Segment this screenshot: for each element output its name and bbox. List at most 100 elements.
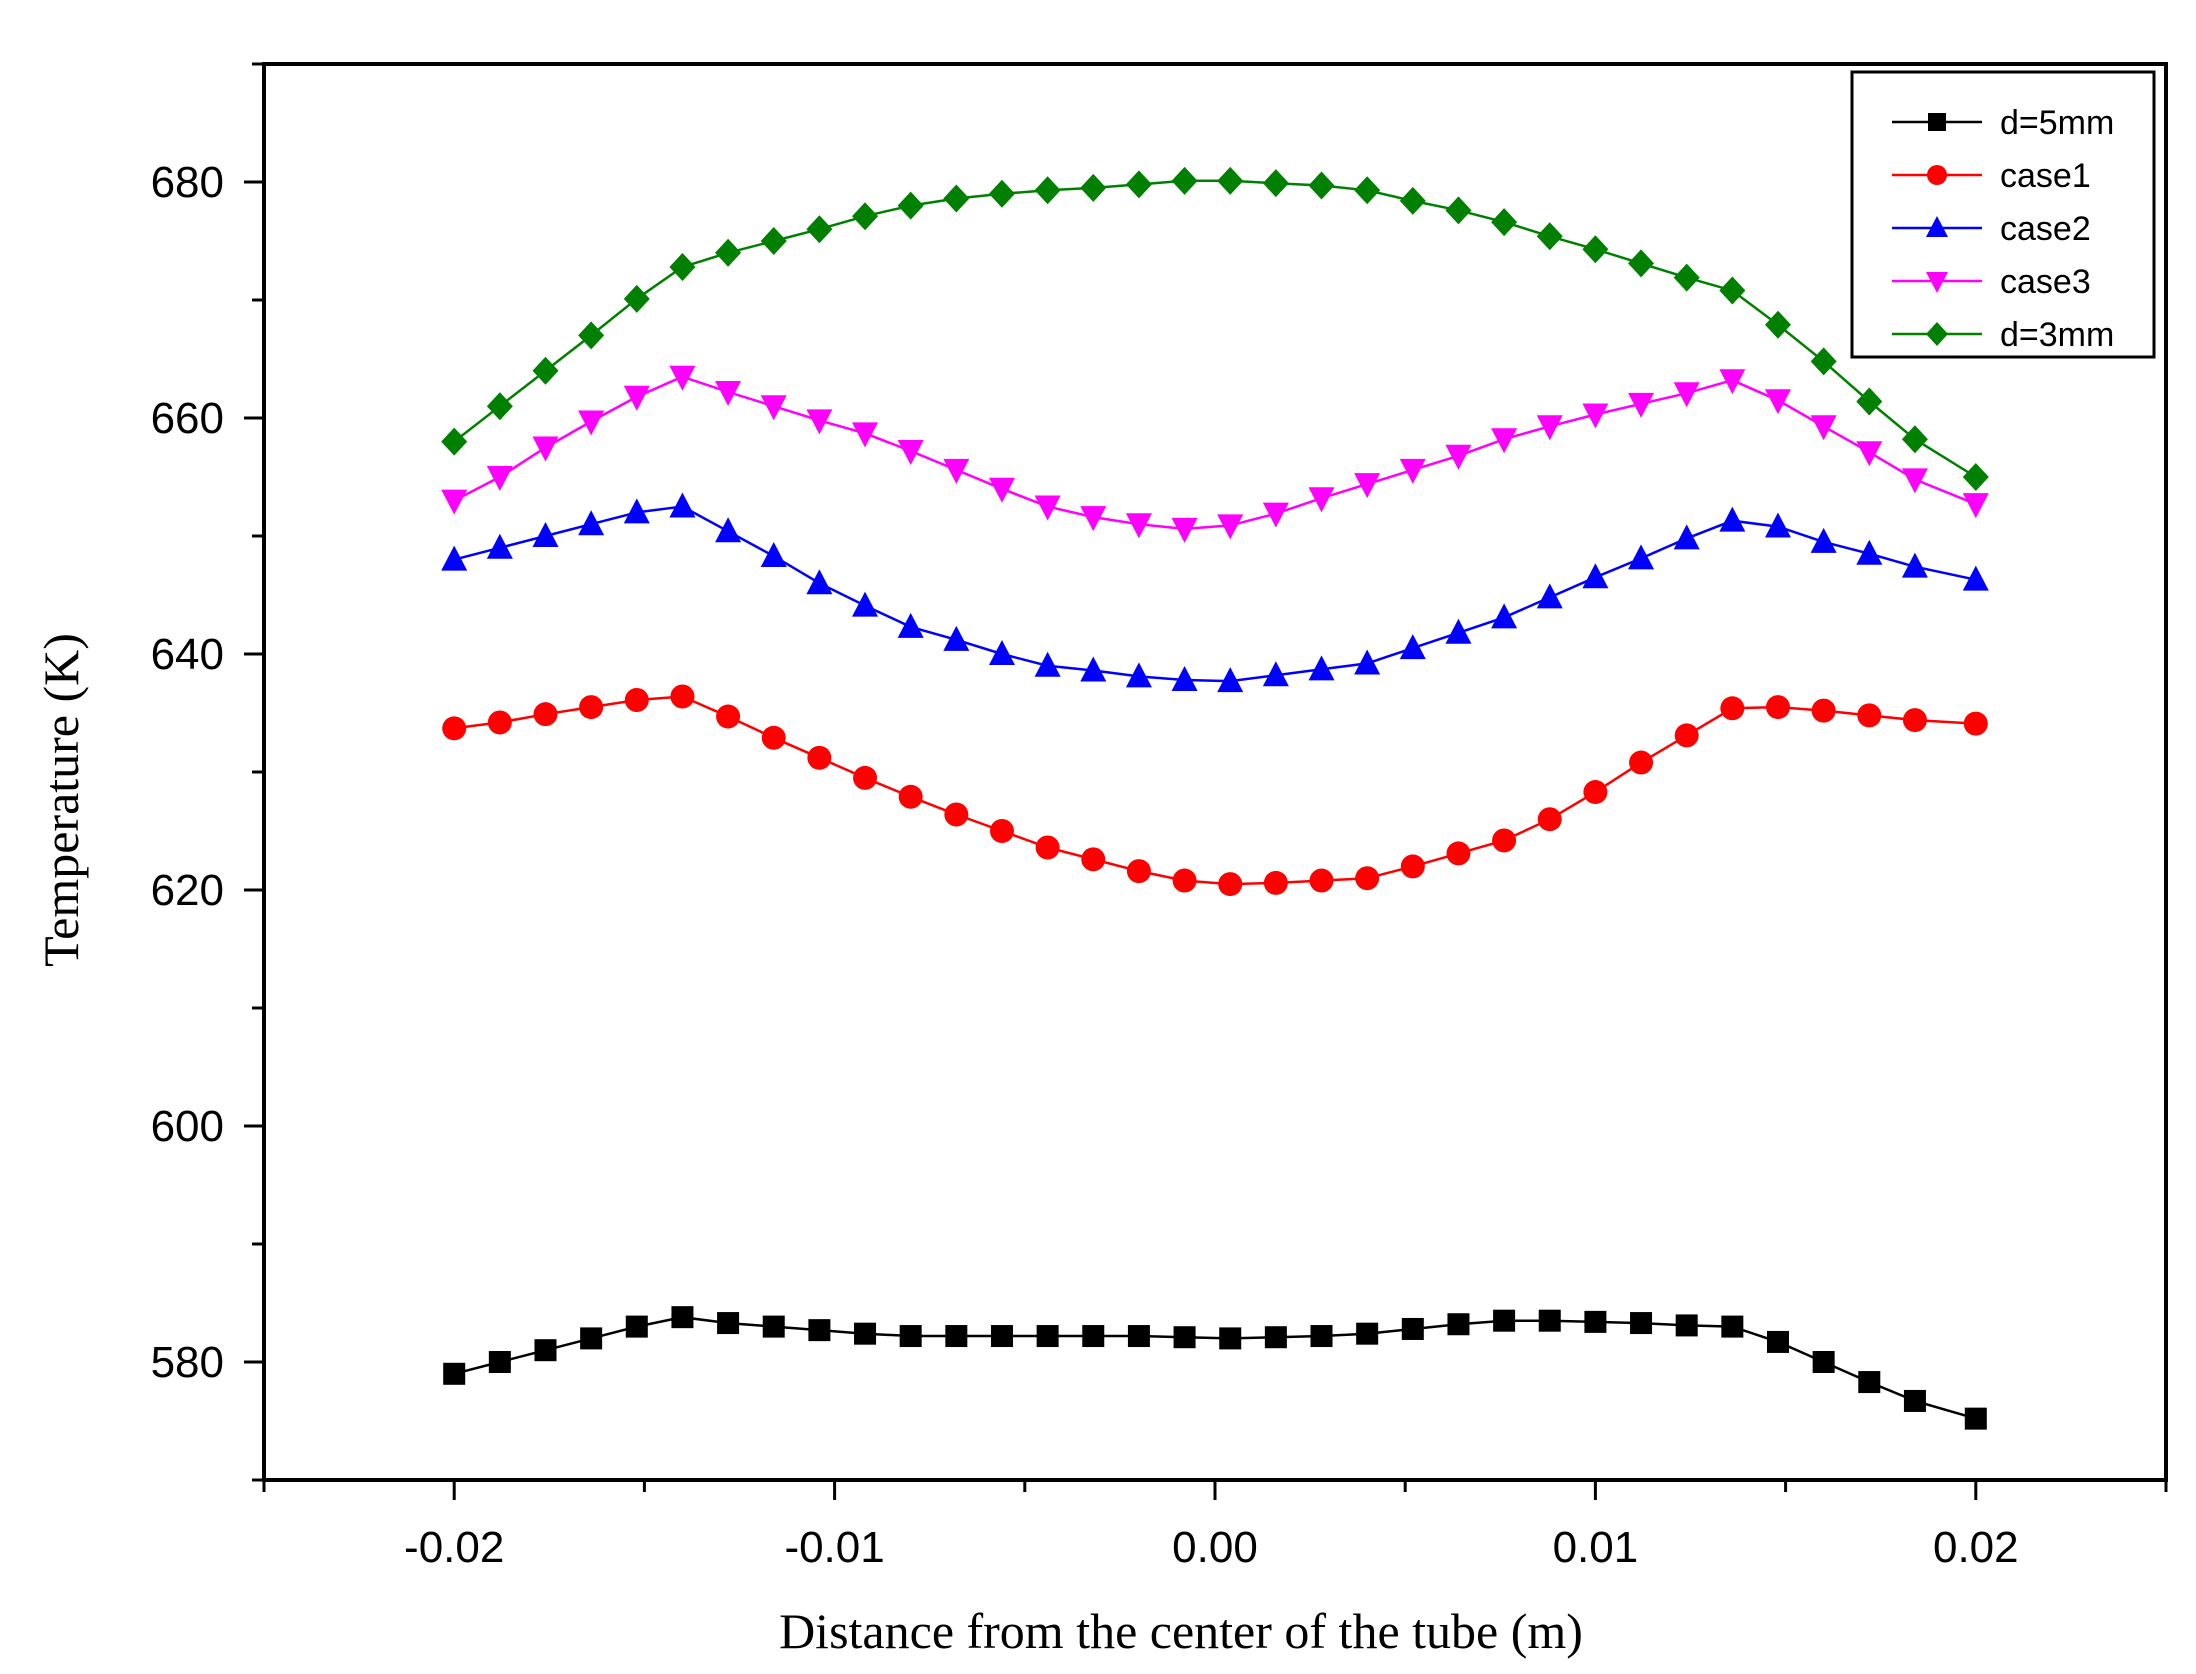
data-point [1764,512,1791,538]
data-point [1858,1371,1881,1394]
data-point [1674,723,1699,748]
y-axis-title: Temperature (K) [33,633,89,967]
legend-label: case3 [2000,263,2091,301]
legend-label: case2 [2000,210,2091,248]
data-point [1262,661,1289,687]
data-point [762,1315,785,1338]
data-point [1126,859,1151,884]
series-d=3mm [441,166,1989,491]
data-point [1720,696,1745,721]
data-point [1217,166,1244,195]
data-point [623,498,650,524]
data-point [1263,870,1288,895]
data-point [716,704,741,729]
data-point [486,533,513,559]
data-point [1400,854,1425,879]
data-point [532,356,559,385]
data-point [715,381,742,407]
data-point [579,695,604,720]
data-point [1218,872,1243,897]
legend-label: case1 [2000,157,2091,195]
data-point [988,477,1015,503]
data-point [486,392,513,421]
data-point [1719,369,1746,395]
data-point [1812,1351,1835,1373]
data-point [1538,1309,1561,1332]
data-point [1308,171,1335,200]
data-point [487,710,512,735]
series-line [453,179,1977,479]
data-point [670,684,695,709]
data-point [853,765,878,790]
data-point [1536,583,1563,609]
data-point [580,1327,603,1350]
data-point [897,191,924,220]
series-line [454,695,1976,886]
data-point [898,784,923,809]
data-point [1536,222,1563,251]
x-tick-label: 0.01 [1553,1523,1639,1572]
data-point [852,591,879,617]
data-point [1675,1314,1698,1337]
data-point [1217,514,1244,540]
data-point [1217,667,1244,693]
data-point [1308,655,1335,681]
data-point [1630,1312,1653,1335]
data-point [807,745,832,770]
series-case3 [441,365,1989,543]
data-point [669,252,696,281]
data-point [441,427,468,456]
data-point [1125,513,1152,539]
data-point [852,202,879,231]
legend-item: case3 [1892,263,2091,301]
legend-box [1850,70,2156,359]
data-point [1035,835,1060,860]
series-case1 [442,684,1988,897]
data-point [1901,468,1928,494]
data-point [1219,1327,1242,1350]
data-point [578,410,605,436]
data-point [988,179,1015,208]
data-point [1856,387,1883,416]
data-point [1962,565,1989,591]
series-layer [441,166,1989,1430]
data-point [1034,176,1061,205]
legend-item: case1 [1892,157,2091,195]
data-point [625,1315,648,1338]
y-tick-label: 580 [151,1338,224,1387]
data-point [945,1325,968,1348]
data-point [1764,389,1791,415]
data-point [441,489,468,515]
x-tick-label: 0.02 [1933,1523,2019,1572]
data-point [1536,415,1563,441]
legend-item: d=5mm [1892,104,2114,142]
data-point [669,492,696,518]
data-point [1356,1322,1379,1345]
data-point [1962,463,1989,491]
data-point [1857,703,1882,728]
data-point [1491,428,1518,454]
data-point [1445,618,1472,644]
data-point [1964,1407,1987,1430]
data-point [1811,698,1836,723]
data-point [441,545,468,571]
data-point [623,385,650,411]
data-point [1082,1325,1105,1348]
data-point [1810,527,1837,553]
data-point [486,466,513,491]
data-point [1309,868,1334,893]
data-point [1856,441,1883,467]
data-point [671,1306,694,1329]
data-point [988,640,1015,665]
data-point [1901,425,1928,454]
data-point [943,458,970,484]
data-point [1628,249,1655,278]
data-point [808,1319,831,1342]
data-point [1171,517,1198,543]
data-point [760,395,787,421]
data-point [943,184,970,213]
data-point [1673,263,1700,292]
data-point [442,716,467,741]
x-axis: -0.02 -0.01 0.00 0.01 0.02 [262,1480,2168,1572]
